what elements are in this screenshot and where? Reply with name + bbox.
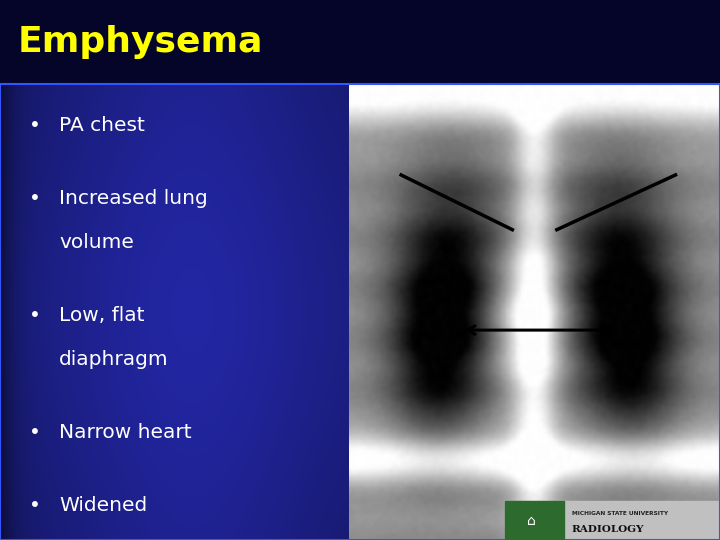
Text: Widened: Widened bbox=[59, 496, 148, 515]
Text: PA chest: PA chest bbox=[59, 116, 145, 134]
Bar bbox=[505, 501, 564, 540]
Bar bbox=[505, 501, 720, 540]
Text: volume: volume bbox=[59, 233, 134, 252]
Text: •: • bbox=[29, 423, 41, 442]
Text: •: • bbox=[29, 116, 41, 134]
Text: •: • bbox=[29, 306, 41, 325]
Text: Narrow heart: Narrow heart bbox=[59, 423, 192, 442]
Text: •: • bbox=[29, 188, 41, 208]
Text: ⌂: ⌂ bbox=[526, 514, 535, 528]
Text: Increased lung: Increased lung bbox=[59, 188, 208, 208]
Text: Emphysema: Emphysema bbox=[18, 25, 264, 59]
Text: diaphragm: diaphragm bbox=[59, 350, 169, 369]
Text: MICHIGAN STATE UNIVERSITY: MICHIGAN STATE UNIVERSITY bbox=[572, 511, 668, 516]
Text: •: • bbox=[29, 496, 41, 515]
Text: RADIOLOGY: RADIOLOGY bbox=[572, 525, 644, 534]
Text: Low, flat: Low, flat bbox=[59, 306, 145, 325]
